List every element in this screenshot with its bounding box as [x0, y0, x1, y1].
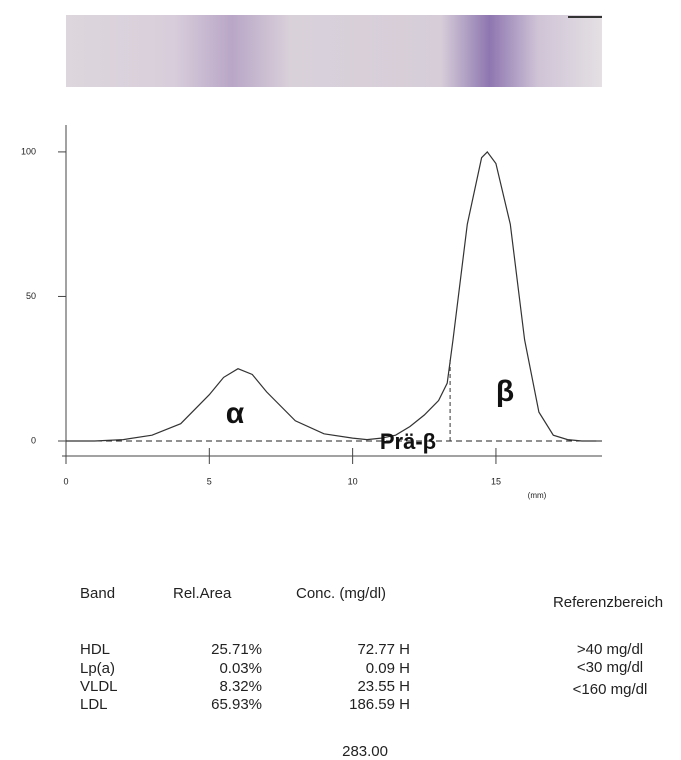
x-axis-label: (mm) [528, 491, 547, 500]
table-cell: HDL [80, 641, 110, 658]
table-cell: <160 mg/dl [573, 681, 648, 698]
table-cell: 25.71% [211, 641, 262, 658]
x-tick-label: 15 [491, 476, 501, 486]
table-cell: >40 mg/dl [577, 641, 643, 658]
table-cell: LDL [80, 696, 108, 713]
table-total: 283.00 [342, 743, 388, 760]
peak-label: α [226, 397, 245, 430]
densitometry-curve [66, 152, 596, 441]
table-header: Referenzbereich [553, 594, 663, 611]
table-cell: 186.59 H [349, 696, 410, 713]
table-cell: <30 mg/dl [577, 659, 643, 676]
peak-label: Prä-β [380, 429, 436, 454]
table-cell: Lp(a) [80, 660, 115, 677]
table-header: Rel.Area [173, 585, 232, 602]
table-cell: 0.03% [219, 660, 262, 677]
table-header: Conc. (mg/dl) [296, 585, 386, 602]
electrophoresis-strip [66, 15, 602, 87]
y-tick-label: 100 [21, 146, 36, 156]
y-tick-label: 50 [26, 291, 36, 301]
x-tick-label: 5 [207, 476, 212, 486]
table-cell: 23.55 H [357, 678, 410, 695]
y-tick-label: 0 [31, 435, 36, 445]
table-cell: 0.09 H [366, 660, 410, 677]
document: (mm) 0 50 100 0 5 10 15 α Prä-β β Band Rel.Area Conc… [0, 0, 681, 760]
x-tick-label: 10 [348, 476, 358, 486]
peak-label: β [496, 375, 514, 408]
table-header: Band [80, 585, 115, 602]
table-cell: 72.77 H [357, 641, 410, 658]
table-cell: 65.93% [211, 696, 262, 713]
table-cell: 8.32% [219, 678, 262, 695]
x-tick-label: 0 [63, 476, 68, 486]
page: {"chart_data": {"type": "line", "x": [0,… [0, 0, 681, 760]
table-cell: VLDL [80, 678, 118, 695]
